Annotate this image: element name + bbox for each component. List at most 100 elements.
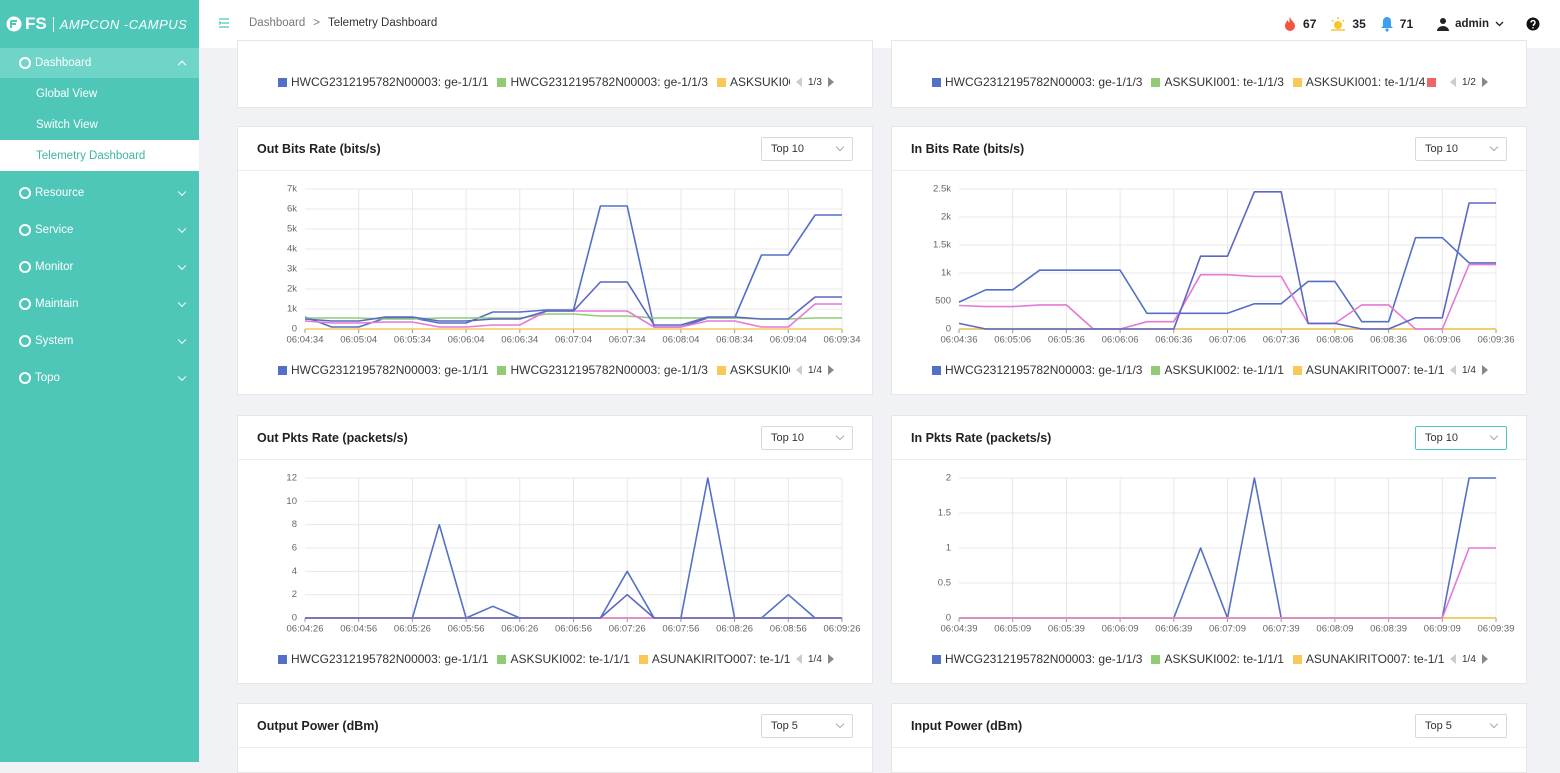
x-tick-label: 06:08:36 [1370,335,1407,346]
y-tick-label: 2 [292,589,297,600]
legend-items: HWCG2312195782N00003: ge-1/1/3 ASKSUKI002… [932,363,1444,377]
top-select[interactable]: Top 5 [761,714,853,738]
icon-shape [19,297,31,310]
chevron [177,298,187,307]
menu-toggle[interactable] [218,17,230,29]
chart: 0 0.5 1 1.5 2 06:04:39 06:05:09 06:05:39 06:06:0… [938,473,1515,635]
x-tick-label: 06:05:09 [994,624,1031,635]
x-tick-label: 06:05:34 [394,335,431,346]
pager-prev[interactable] [796,654,802,664]
chevron [177,224,187,233]
pager-next[interactable] [1481,365,1488,375]
pager-next[interactable] [827,365,834,375]
top-select[interactable]: Top 10 [761,426,853,450]
legend-item[interactable]: HWCG2312195782N00003: ge-1/1/3 [497,75,708,89]
nav-item[interactable]: Resource [0,174,199,211]
x-tick-label: 06:08:39 [1370,624,1407,635]
x-tick-label: 06:08:04 [662,335,699,346]
legend-item[interactable]: ASKSUKI002: te-1/1/1 [497,652,630,666]
pager-prev[interactable] [1450,77,1456,87]
legend-swatch [497,654,507,664]
x-tick-label: 06:05:06 [994,335,1031,346]
top-select[interactable]: Top 10 [1415,426,1507,450]
legend-item[interactable]: ASUNAKIRITO007: te-1/1/ [1292,652,1444,666]
legend: HWCG2312195782N00003: ge-1/1/1 HWCG231219… [278,74,858,90]
y-tick-label: 5k [287,224,297,235]
x-tick-label: 06:06:09 [1102,624,1139,635]
warning-alarms[interactable]: 35 [1330,16,1366,32]
nav-item[interactable]: Maintain [0,285,199,322]
legend-pager: 1/4 [796,654,834,665]
pager-next[interactable] [827,77,834,87]
legend-swatch [278,654,287,664]
legend-item[interactable]: HWCG2312195782N00003: ge-1/1/1 [278,75,488,89]
x-tick-label: 06:06:26 [501,624,538,635]
pager-prev[interactable] [1450,365,1456,375]
nav-item[interactable]: Dashboard [0,48,199,78]
breadcrumb-item[interactable]: Dashboard [249,17,306,29]
nav-item[interactable]: Monitor [0,248,199,285]
y-tick-label: 0 [946,324,951,335]
legend-swatch [1292,654,1302,664]
user-menu[interactable]: admin [1437,17,1504,31]
legend-item[interactable]: ASKSUKI00 [716,363,790,377]
legend-label: ASUNAKIRITO007: te-1/1/ [1305,363,1444,377]
pager-next[interactable] [1481,77,1488,87]
nav-icon [19,334,31,347]
legend-label: ASKSUKI002: te-1/1/1 [510,652,630,666]
legend-item[interactable]: HWCG2312195782N00003: ge-1/1/1 [278,652,488,666]
legend-item[interactable]: ASKSUKI002: te-1/1/1 [1151,363,1284,377]
legend-swatch [278,365,287,375]
nav-label: Resource [35,186,85,199]
pager-prev[interactable] [796,77,802,87]
help[interactable] [1526,17,1540,31]
legend-item[interactable]: ASUNAKIRITO007: te-1/1/ [1292,363,1444,377]
legend-item[interactable]: HWCG2312195782N00003: ge-1/1/3 [932,75,1142,89]
y-tick-label: 2.5k [933,184,951,195]
nav-item[interactable]: Topo [0,359,199,396]
legend-item[interactable]: ASKSUKI002: te-1/1/1 [1151,652,1284,666]
legend-item[interactable]: ASKSUKI001: te-1/1/3 [1151,75,1284,89]
nav-subitem[interactable]: Switch View [36,118,98,131]
top-select[interactable]: Top 10 [761,137,853,161]
legend-item[interactable]: HWCG2312195782N00003: ge-1/1/3 [932,363,1142,377]
nav-subitem[interactable]: Global View [36,87,98,100]
y-tick-label: 1 [946,543,951,554]
legend-item[interactable]: HWCG2312195782N00003: ge-1/1/3 [497,363,708,377]
user-name: admin [1455,18,1489,30]
notifications[interactable]: 71 [1380,16,1413,32]
pager-next[interactable] [827,654,834,664]
legend-item[interactable]: HWCG2312195782N00003: ge-1/1/1 [278,363,488,377]
y-tick-label: 2k [287,284,297,295]
x-tick-label: 06:05:56 [448,624,485,635]
legend-item[interactable]: HWCG2312195782N00003: ge-1/1/3 [932,652,1142,666]
legend-label: HWCG2312195782N00003: ge-1/1/3 [945,363,1143,377]
logo: FS AMPCON -CAMPUS [6,12,187,36]
legend-item[interactable]: ASUNAKIRITO007: te-1/1/ [638,652,790,666]
nav-icon [19,297,31,310]
critical-alarms[interactable]: 67 [1283,16,1316,32]
pager-prev[interactable] [796,365,802,375]
nav-item[interactable]: Service [0,211,199,248]
pager-text: 1/3 [808,76,822,88]
legend-swatch [1151,654,1161,664]
pager-prev[interactable] [1450,654,1456,664]
panel: HWCG2312195782N00003: ge-1/1/3 ASKSUKI001… [891,40,1527,108]
legend-item[interactable]: ASKSUKI001: te-1/1/4 [1292,75,1425,89]
legend-items: HWCG2312195782N00003: ge-1/1/3 ASKSUKI002… [932,652,1444,666]
legend-item[interactable]: ASKSUKI00 [716,75,790,89]
nav-label: System [35,334,74,347]
warning-count: 35 [1352,17,1366,31]
breadcrumb: Dashboard > Telemetry Dashboard [249,17,437,29]
legend-swatch [497,77,507,87]
top-select[interactable]: Top 5 [1415,714,1507,738]
nav-subitem[interactable]: Telemetry Dashboard [0,140,199,171]
series-line [958,236,1496,323]
pager-next[interactable] [1481,654,1488,664]
nav-item[interactable]: System [0,322,199,359]
icon-shape [19,334,31,347]
y-tick-label: 6 [292,543,297,554]
legend-items: HWCG2312195782N00003: ge-1/1/1 ASKSUKI002… [278,652,790,666]
top-select[interactable]: Top 10 [1415,137,1507,161]
x-tick-label: 06:07:39 [1263,624,1300,635]
